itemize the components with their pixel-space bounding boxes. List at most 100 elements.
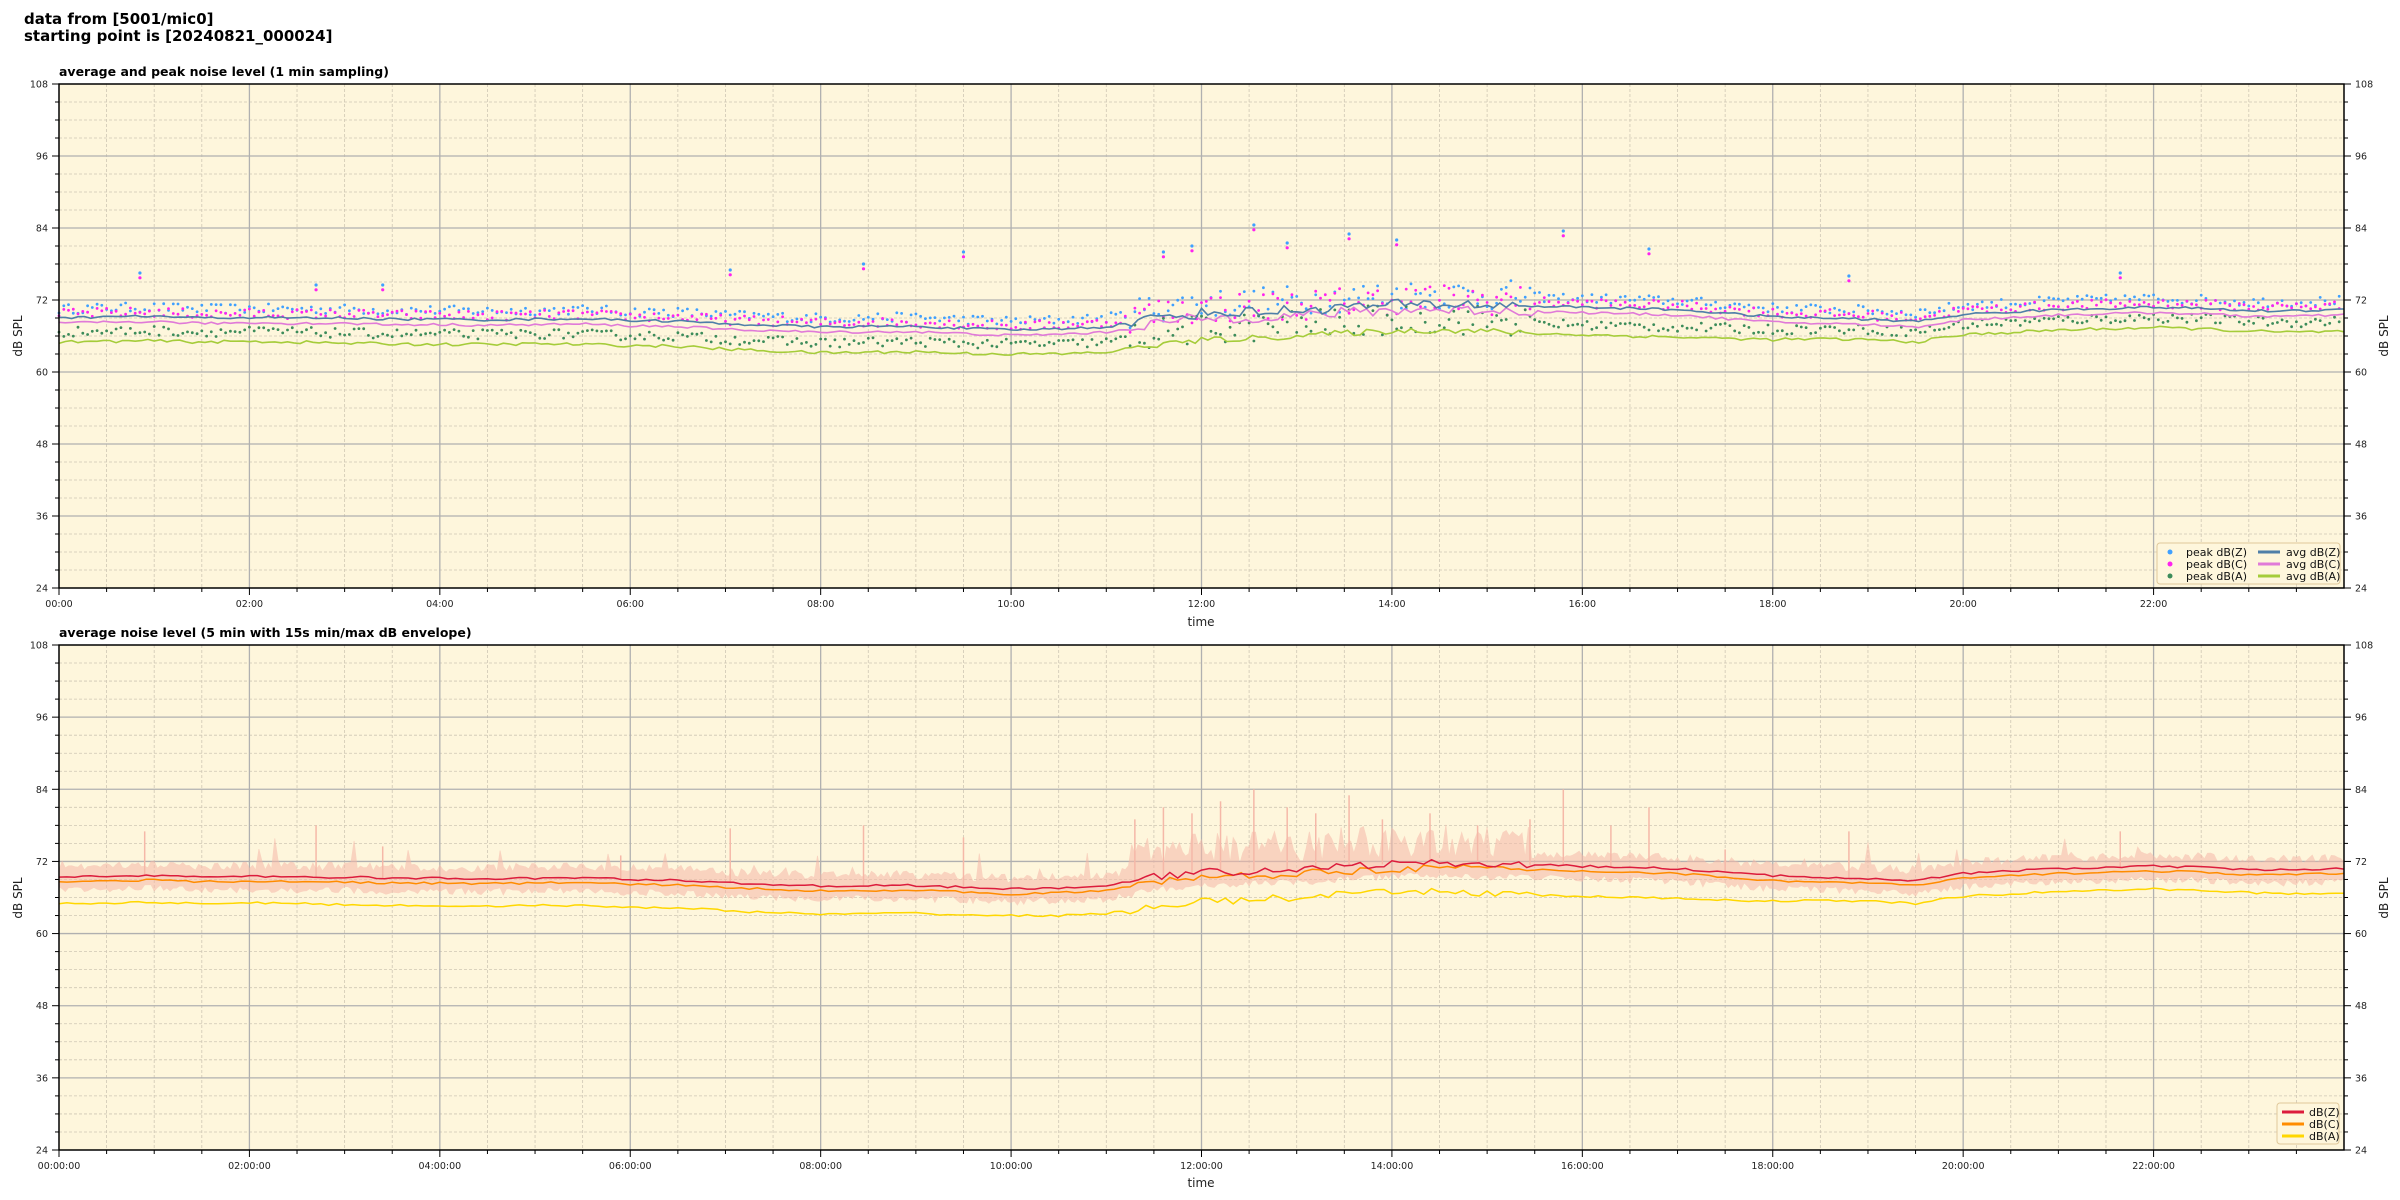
peak-point <box>2118 320 2122 324</box>
peak-point <box>871 336 875 340</box>
peak-point <box>2333 315 2336 319</box>
peak-point <box>1457 321 1460 325</box>
peak-point <box>1447 318 1451 321</box>
peak-point <box>300 310 304 314</box>
peak-point <box>1980 300 1984 304</box>
peak-point <box>843 337 846 341</box>
legend-marker <box>2167 561 2173 567</box>
peak-point <box>762 318 765 322</box>
peak-point <box>514 311 518 315</box>
peak-point <box>1838 308 1841 312</box>
peak-point <box>1062 339 1065 342</box>
peak-point <box>1642 325 1646 329</box>
peak-point <box>2195 303 2198 307</box>
peak-point <box>1043 317 1046 320</box>
peak-point <box>600 309 604 313</box>
peak-point <box>295 308 299 312</box>
peak-point <box>1285 320 1289 324</box>
peak-point <box>1014 326 1018 329</box>
peak-point <box>1938 328 1941 331</box>
peak-point <box>747 341 751 345</box>
peak-point <box>490 328 494 332</box>
peak-point <box>1833 314 1836 317</box>
peak-point <box>581 311 584 315</box>
peak-point <box>1876 331 1879 335</box>
series-peak-db-a- <box>57 304 2341 350</box>
y-tick-label-right: 96 <box>2355 152 2367 163</box>
peak-point <box>1485 325 1489 329</box>
peak-point <box>2290 306 2294 310</box>
top-chart-xlabel: time <box>1187 615 1214 629</box>
peak-point <box>2018 324 2022 327</box>
peak-point <box>1657 329 1660 333</box>
peak-point <box>1890 310 1894 313</box>
peak-point <box>110 311 113 314</box>
peak-point <box>1138 311 1141 315</box>
peak-point <box>1071 315 1075 319</box>
peak-point <box>162 302 166 306</box>
peak-point <box>738 343 742 346</box>
peak-point <box>671 338 675 342</box>
peak-point <box>1533 302 1537 306</box>
peak-point <box>1366 291 1370 295</box>
peak-point <box>776 320 780 324</box>
peak-point <box>2180 317 2184 320</box>
peak-point <box>814 317 818 321</box>
peak-point <box>1419 292 1422 295</box>
peak-point <box>2266 305 2270 309</box>
peak-point <box>2176 316 2179 320</box>
peak-point <box>438 330 442 334</box>
peak-point <box>976 315 980 319</box>
peak-point <box>2037 319 2041 323</box>
peak-point <box>847 320 851 323</box>
peak-point <box>814 343 818 346</box>
peak-point <box>1838 329 1841 333</box>
peak-point <box>757 339 761 343</box>
peak-point <box>647 330 651 334</box>
peak-point <box>524 306 527 310</box>
peak-point <box>924 322 927 325</box>
peak-point <box>1942 309 1946 313</box>
peak-point <box>162 325 166 329</box>
peak-point <box>1252 339 1256 343</box>
peak-point <box>457 310 461 314</box>
peak-point <box>2176 299 2179 302</box>
peak-point <box>1685 299 1689 303</box>
peak-point <box>1285 301 1289 305</box>
peak-point <box>2123 319 2127 323</box>
peak-point <box>2285 304 2289 308</box>
peak-point <box>1047 321 1051 324</box>
peak-point <box>2309 307 2313 311</box>
peak-point <box>1685 326 1689 330</box>
peak-point <box>305 328 308 332</box>
peak-point <box>1247 321 1251 325</box>
peak-point <box>448 331 451 334</box>
peak-point <box>1047 315 1051 318</box>
peak-point <box>300 306 304 310</box>
peak-outlier-point <box>314 288 318 292</box>
legend-label: peak dB(C) <box>2186 558 2247 571</box>
peak-point <box>1004 337 1008 341</box>
peak-point <box>1657 295 1660 299</box>
peak-point <box>171 312 175 315</box>
peak-point <box>376 315 380 319</box>
peak-point <box>1704 307 1708 310</box>
peak-point <box>1081 316 1084 320</box>
peak-point <box>809 344 813 348</box>
peak-point <box>1266 317 1270 320</box>
peak-point <box>133 307 137 311</box>
peak-point <box>1085 320 1089 324</box>
peak-point <box>1590 327 1594 331</box>
peak-point <box>457 329 461 333</box>
peak-point <box>428 310 432 313</box>
peak-point <box>100 309 104 313</box>
peak-point <box>1928 314 1932 318</box>
peak-point <box>1138 297 1141 300</box>
peak-point <box>1495 295 1498 299</box>
bottom-chart: 00:00:00 02:00:00 04:00:00 06:00:00 08:00:00… <box>30 641 2373 1173</box>
peak-point <box>314 331 318 335</box>
peak-point <box>1333 291 1337 295</box>
peak-point <box>476 337 480 341</box>
peak-point <box>367 311 370 315</box>
peak-point <box>381 312 385 315</box>
